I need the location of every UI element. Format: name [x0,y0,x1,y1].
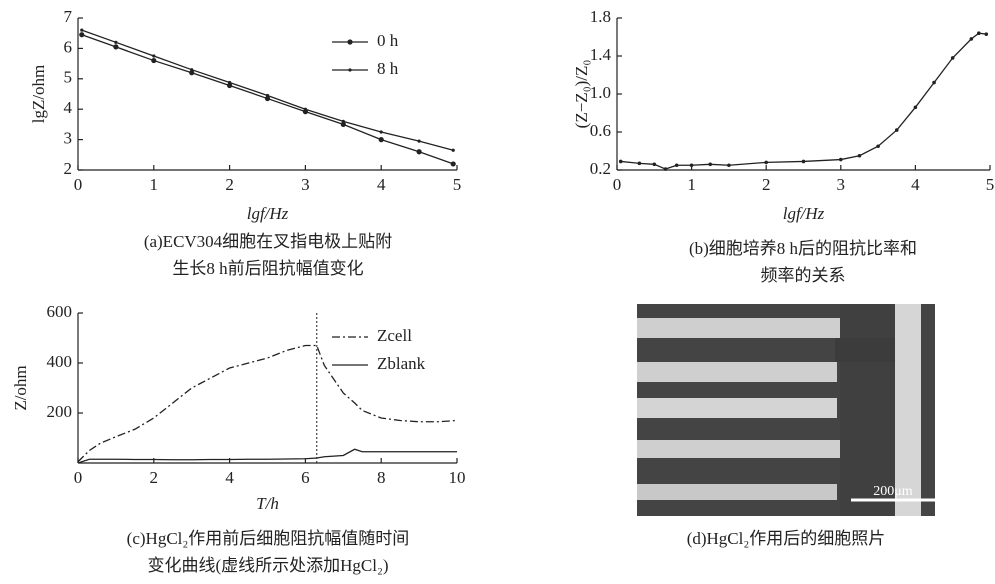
data-point [977,31,981,35]
data-point [151,58,156,63]
photo: 200μm [637,304,935,516]
caption: (c)HgCl₂作用前后细胞阻抗幅值随时间 [127,529,410,548]
legend-marker [347,39,352,44]
y-axis-label: lgZ/ohm [29,65,48,124]
y-tick-label: 1.8 [590,7,611,26]
y-axis-label: (Z−Z₀)/Z₀ [572,60,591,129]
x-axis-label: T/h [256,494,279,513]
data-point [266,94,269,97]
data-point [79,32,84,37]
data-point [690,163,694,167]
data-point [342,120,345,123]
data-point [839,158,843,162]
caption: (a)ECV304细胞在叉指电极上贴附 [144,232,392,251]
data-point [379,137,384,142]
data-point [932,81,936,85]
scale-bar-label: 200μm [873,484,913,499]
data-point [304,108,307,111]
data-point [764,161,768,165]
data-point [190,68,193,71]
x-tick-label: 3 [837,175,846,194]
data-point [452,149,455,152]
y-tick-label: 0.6 [590,121,611,140]
y-tick-label: 200 [47,402,73,421]
y-tick-label: 2 [64,159,73,178]
caption: 频率的关系 [761,266,846,285]
y-tick-label: 600 [47,302,73,321]
y-tick-label: 0.2 [590,159,611,178]
x-tick-label: 2 [225,175,234,194]
caption: (d)HgCl₂作用后的细胞照片 [687,529,886,548]
x-tick-label: 4 [225,468,234,487]
data-point [858,154,862,158]
data-point [619,160,623,164]
data-point [418,140,421,143]
x-tick-label: 5 [453,175,462,194]
data-point [114,41,117,44]
caption: 变化曲线(虚线所示处添加HgCl₂) [147,556,388,575]
y-tick-label: 1.0 [590,83,611,102]
data-point [951,56,955,60]
y-tick-label: 7 [64,7,73,26]
x-tick-label: 1 [150,175,159,194]
y-tick-label: 1.4 [590,45,612,64]
x-tick-label: 4 [377,175,386,194]
data-point [876,144,880,148]
caption: (b)细胞培养8 h后的阻抗比率和 [689,239,917,258]
data-point [664,167,668,171]
x-axis-label: lgf/Hz [247,204,289,223]
y-tick-label: 4 [64,98,73,117]
series-line [621,33,987,169]
data-point [708,163,712,167]
x-tick-label: 2 [150,468,159,487]
y-tick-label: 3 [64,129,73,148]
x-tick-label: 5 [986,175,995,194]
figure: 200μm 0 1 2 3 4 5 2 3 4 5 6 7 lgf/Hz lgZ/ohm 0 h 8 h (a)… [0,0,995,584]
legend-marker [348,68,351,71]
data-point [228,81,231,84]
x-tick-label: 0 [74,175,83,194]
legend-label: 0 h [377,31,399,50]
data-point [638,162,642,166]
y-tick-label: 6 [64,37,73,56]
x-tick-label: 0 [613,175,622,194]
data-point [970,37,974,41]
data-point [113,44,118,49]
data-point [895,128,899,132]
data-point [653,163,657,167]
x-tick-label: 3 [301,175,310,194]
data-point [380,130,383,133]
data-point [80,29,83,32]
data-point [984,32,988,36]
x-axis-label: lgf/Hz [783,204,825,223]
x-tick-label: 2 [762,175,771,194]
x-tick-label: 8 [377,468,386,487]
data-point [914,106,918,110]
y-tick-label: 400 [47,352,73,371]
legend-label: Zcell [377,326,412,345]
x-tick-label: 0 [74,468,83,487]
y-axis-label: Z/ohm [11,365,30,410]
y-tick-label: 5 [64,68,73,87]
data-point [802,160,806,164]
x-tick-label: 6 [301,468,310,487]
data-point [451,161,456,166]
x-tick-label: 10 [449,468,466,487]
caption: 生长8 h前后阻抗幅值变化 [172,259,363,278]
x-tick-label: 4 [911,175,920,194]
x-tick-label: 1 [687,175,696,194]
data-point [417,149,422,154]
data-point [727,163,731,167]
series-line [78,449,457,463]
legend-label: Zblank [377,354,426,373]
legend-label: 8 h [377,59,399,78]
data-point [152,54,155,57]
data-point [675,163,679,167]
